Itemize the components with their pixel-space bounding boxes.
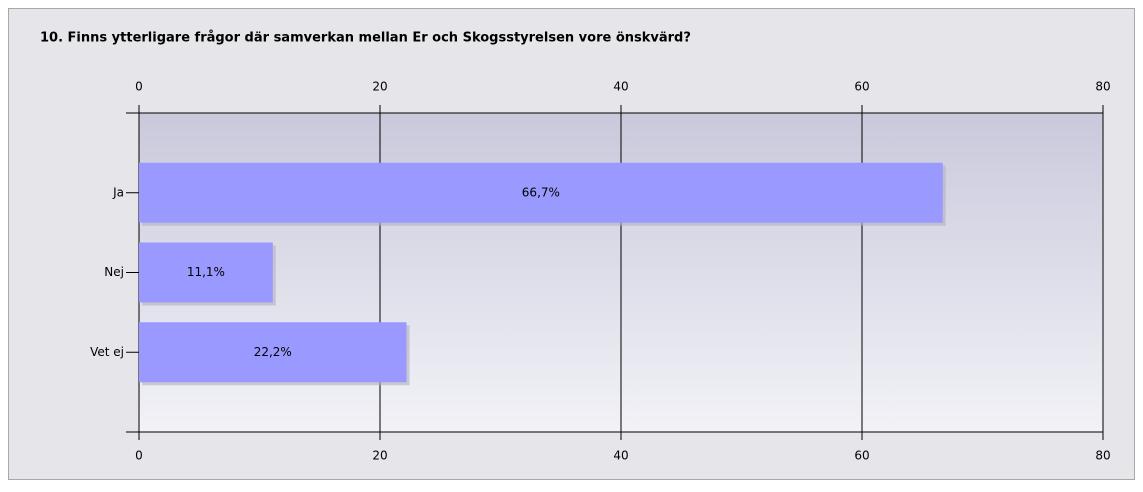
x-tick-label-top: 20 — [372, 80, 387, 94]
bar — [139, 242, 273, 303]
x-tick-label-bottom: 40 — [613, 449, 628, 463]
x-tick-label-top: 0 — [135, 80, 143, 94]
y-tick-label: Nej — [104, 265, 124, 279]
x-tick-label-top: 80 — [1095, 80, 1110, 94]
x-tick-label-bottom: 20 — [372, 449, 387, 463]
value-label: 11,1% — [187, 265, 225, 279]
x-tick-label-top: 40 — [613, 80, 628, 94]
x-tick-label-bottom: 60 — [854, 449, 869, 463]
bar — [139, 322, 407, 383]
value-label: 66,7% — [522, 185, 560, 199]
value-label: 22,2% — [254, 345, 292, 359]
y-tick-label: Ja — [112, 185, 124, 199]
chart-title: 10. Finns ytterligare frågor där samverk… — [40, 31, 691, 46]
x-tick-label-bottom: 80 — [1095, 449, 1110, 463]
x-tick-label-bottom: 0 — [135, 449, 143, 463]
x-tick-label-top: 60 — [854, 80, 869, 94]
y-tick-label: Vet ej — [90, 345, 124, 359]
bar — [139, 162, 943, 223]
